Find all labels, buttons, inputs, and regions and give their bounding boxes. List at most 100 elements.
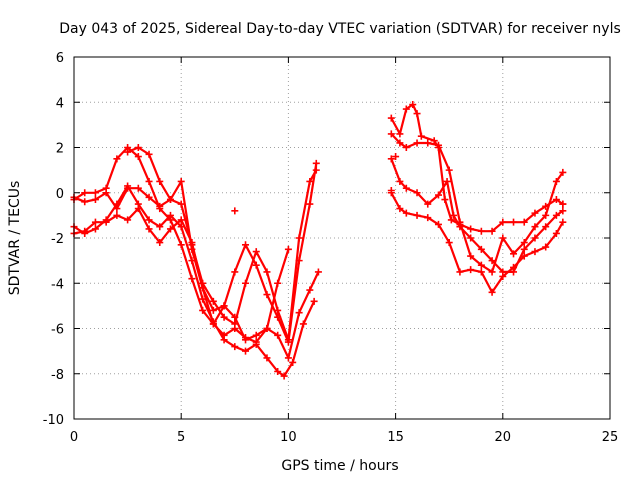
data-point-marker xyxy=(91,225,99,233)
data-point-marker xyxy=(542,223,550,231)
data-point-marker xyxy=(188,275,196,283)
y-tick-label: 0 xyxy=(56,187,64,202)
data-point-marker xyxy=(402,184,410,192)
data-point-marker xyxy=(134,205,142,213)
data-point-marker xyxy=(177,241,185,249)
data-point-marker xyxy=(177,177,185,185)
data-point-marker xyxy=(402,144,410,151)
data-point-marker xyxy=(552,229,560,237)
data-point-marker xyxy=(387,114,395,122)
data-point-marker xyxy=(447,216,455,224)
data-point-marker xyxy=(413,211,421,219)
data-point-marker xyxy=(113,200,121,208)
data-point-marker xyxy=(445,166,453,174)
data-point-marker xyxy=(456,268,464,276)
data-point-marker xyxy=(552,196,560,204)
data-point-marker xyxy=(409,101,417,109)
data-point-marker xyxy=(166,211,174,219)
y-tick-label: 2 xyxy=(56,142,64,157)
data-point-marker xyxy=(559,207,567,215)
data-point-marker xyxy=(520,239,528,247)
data-point-marker xyxy=(231,268,239,276)
chart-markers xyxy=(70,101,567,380)
data-point-marker xyxy=(443,177,451,185)
data-point-marker xyxy=(310,297,318,305)
x-tick-label: 5 xyxy=(177,430,185,445)
data-point-marker xyxy=(242,241,250,249)
data-point-marker xyxy=(124,148,132,156)
data-point-marker xyxy=(156,239,164,247)
data-point-marker xyxy=(510,263,518,271)
data-point-marker xyxy=(177,216,185,224)
data-point-marker xyxy=(231,313,239,321)
y-tick-label: -2 xyxy=(51,232,64,247)
series-trace-1 xyxy=(72,146,318,344)
data-point-marker xyxy=(177,223,185,231)
data-point-marker xyxy=(499,218,507,226)
x-axis-label: GPS time / hours xyxy=(281,458,398,474)
data-point-marker xyxy=(166,225,174,233)
data-point-marker xyxy=(402,105,410,113)
x-tick-label: 25 xyxy=(602,430,619,445)
data-point-marker xyxy=(488,257,496,265)
data-point-marker xyxy=(145,225,153,233)
data-point-marker xyxy=(314,268,322,276)
data-point-marker xyxy=(510,218,518,226)
data-point-marker xyxy=(284,336,292,344)
data-point-marker xyxy=(413,139,421,147)
data-point-marker xyxy=(413,110,421,118)
chart-title: Day 043 of 2025, Sidereal Day-to-day VTE… xyxy=(59,21,621,37)
data-point-marker xyxy=(209,297,217,305)
y-tick-label: -6 xyxy=(51,323,64,338)
data-point-marker xyxy=(242,336,250,344)
data-point-marker xyxy=(252,340,260,348)
data-point-marker xyxy=(477,268,485,276)
data-point-marker xyxy=(81,198,89,206)
data-point-marker xyxy=(188,241,196,249)
data-point-marker xyxy=(231,343,239,351)
data-point-marker xyxy=(145,177,153,185)
data-point-marker xyxy=(242,279,250,287)
data-point-marker xyxy=(396,177,404,185)
data-point-marker xyxy=(552,211,560,219)
data-point-marker xyxy=(134,144,142,151)
data-point-marker xyxy=(312,159,320,167)
data-point-marker xyxy=(413,189,421,197)
data-point-marker xyxy=(102,218,110,226)
data-point-marker xyxy=(145,216,153,224)
data-point-marker xyxy=(396,130,404,138)
data-point-marker xyxy=(417,132,425,140)
data-point-marker xyxy=(91,189,99,197)
data-point-marker xyxy=(231,207,239,215)
y-tick-label: -4 xyxy=(51,277,64,292)
data-point-marker xyxy=(434,220,442,228)
data-point-marker xyxy=(188,257,196,265)
data-point-marker xyxy=(274,313,282,321)
data-point-marker xyxy=(156,202,164,210)
data-point-marker xyxy=(520,218,528,226)
data-point-marker xyxy=(166,196,174,204)
data-point-marker xyxy=(531,248,539,256)
y-tick-labels: -10 -8 -6 -4 -2 0 2 4 6 xyxy=(43,51,64,428)
x-tick-label: 15 xyxy=(387,430,404,445)
data-point-marker xyxy=(441,196,449,204)
data-point-marker xyxy=(499,272,507,280)
data-point-marker xyxy=(488,227,496,235)
data-point-marker xyxy=(252,331,260,339)
y-tick-label: 4 xyxy=(56,96,64,111)
data-point-marker xyxy=(274,367,282,375)
data-point-marker xyxy=(396,139,404,147)
data-point-marker xyxy=(145,193,153,201)
data-point-marker xyxy=(252,248,260,256)
data-point-marker xyxy=(124,216,132,224)
data-point-marker xyxy=(299,320,307,328)
data-point-marker xyxy=(312,166,320,174)
x-tick-label: 20 xyxy=(495,430,512,445)
data-point-marker xyxy=(199,279,207,287)
data-point-marker xyxy=(199,295,207,303)
data-point-marker xyxy=(252,261,260,269)
data-point-marker xyxy=(295,234,303,242)
data-point-marker xyxy=(91,218,99,226)
chart-grid xyxy=(74,57,610,419)
data-point-marker xyxy=(231,320,239,328)
